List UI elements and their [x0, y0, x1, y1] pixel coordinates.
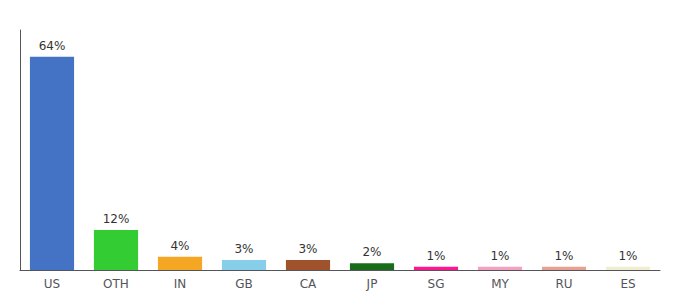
svg-text:1%: 1%	[426, 249, 445, 263]
svg-text:OTH: OTH	[103, 277, 129, 291]
svg-text:3%: 3%	[234, 242, 253, 256]
svg-text:1%: 1%	[490, 249, 509, 263]
svg-text:RU: RU	[555, 277, 572, 291]
svg-text:1%: 1%	[554, 249, 573, 263]
svg-text:64%: 64%	[39, 39, 66, 53]
svg-text:IN: IN	[174, 277, 187, 291]
svg-text:US: US	[44, 277, 60, 291]
svg-text:4%: 4%	[170, 239, 189, 253]
svg-text:MY: MY	[491, 277, 509, 291]
svg-text:3%: 3%	[298, 242, 317, 256]
svg-text:SG: SG	[428, 277, 445, 291]
svg-text:2%: 2%	[362, 245, 381, 259]
svg-text:1%: 1%	[618, 249, 637, 263]
svg-text:JP: JP	[366, 277, 378, 291]
svg-text:12%: 12%	[103, 212, 130, 226]
svg-text:CA: CA	[300, 277, 317, 291]
svg-text:ES: ES	[620, 277, 635, 291]
svg-text:GB: GB	[235, 277, 253, 291]
